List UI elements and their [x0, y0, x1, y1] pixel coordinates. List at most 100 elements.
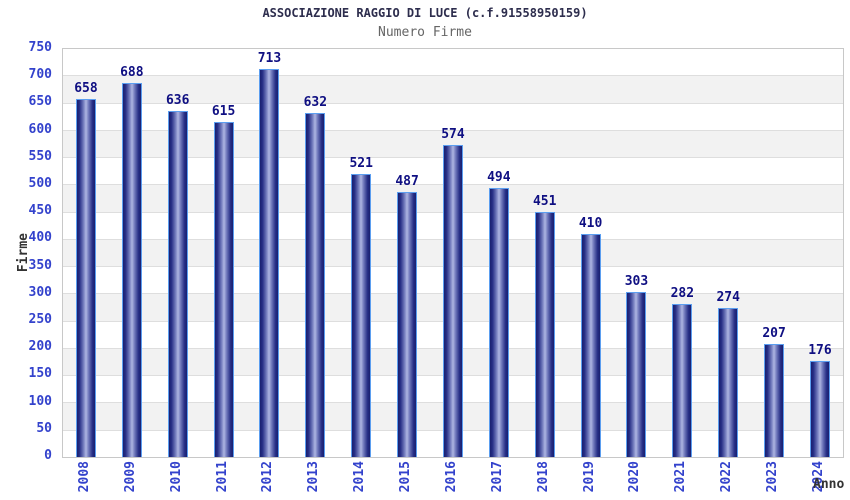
bar-slot: 494	[476, 49, 522, 457]
bar-value-label: 615	[211, 104, 236, 119]
x-tick-label: 2021	[673, 461, 689, 493]
bar-slot: 303	[614, 49, 660, 457]
bar-slot: 658	[63, 49, 109, 457]
bar-value-label: 688	[120, 65, 144, 80]
x-tick-label: 2017	[489, 461, 505, 493]
y-tick-label: 400	[28, 230, 52, 246]
bar-value-label: 207	[762, 326, 786, 341]
bars-layer: 658 688 636 615 713 632 521 487 574 494 451 410 303 2…	[63, 49, 843, 457]
y-tick-label: 250	[28, 312, 52, 327]
bar-value-label: 274	[716, 290, 740, 305]
bar-value-label: 636	[165, 93, 190, 108]
x-tick-slot: 2015	[383, 458, 429, 500]
y-tick-label: 100	[28, 393, 52, 409]
x-tick-label: 2012	[260, 461, 276, 493]
x-tick-slot: 2021	[658, 458, 704, 500]
y-tick-label: 150	[28, 366, 52, 382]
x-tick-slot: 2009	[108, 458, 154, 500]
grid-band	[63, 102, 843, 130]
x-tick-slot: 2020	[613, 458, 659, 500]
x-tick-slot: 2010	[154, 458, 200, 500]
bar-slot: 615	[201, 49, 247, 457]
bar-slot: 274	[705, 49, 751, 457]
bar-slot: 688	[109, 49, 155, 457]
bar-value-label: 410	[578, 216, 603, 231]
bar-slot: 636	[155, 49, 201, 457]
x-tick-label: 2022	[719, 461, 735, 493]
x-tick-label: 2018	[535, 461, 551, 493]
y-tick-label: 650	[28, 94, 52, 110]
bar-value-label: 494	[487, 170, 511, 185]
x-tick-label: 2014	[352, 461, 368, 493]
bar-slot: 282	[659, 49, 705, 457]
plot-area: 658 688 636 615 713 632 521 487 574 494 451 410 303 2…	[62, 48, 844, 458]
grid-band	[63, 49, 843, 76]
bar	[488, 188, 509, 457]
y-tick-label: 750	[28, 40, 52, 55]
bar-value-label: 303	[624, 274, 649, 289]
x-tick-slot: 2011	[200, 458, 246, 500]
bar	[809, 361, 830, 457]
bar-slot: 713	[247, 49, 293, 457]
y-tick-label: 550	[28, 148, 52, 164]
x-tick-slot: 2023	[750, 458, 796, 500]
grid-band	[63, 75, 843, 103]
bar	[75, 99, 96, 457]
bar-slot: 574	[430, 49, 476, 457]
y-tick-label: 50	[36, 420, 52, 436]
chart-title: ASSOCIAZIONE RAGGIO DI LUCE (c.f.9155895…	[262, 6, 588, 20]
x-tick-label: 2013	[306, 461, 322, 493]
y-tick-label: 200	[28, 339, 52, 355]
bar	[442, 145, 463, 457]
bar	[718, 308, 739, 457]
x-tick-label: 2010	[168, 461, 184, 493]
bar-slot: 487	[384, 49, 430, 457]
x-tick-label: 2011	[214, 461, 230, 493]
bar-slot: 207	[751, 49, 797, 457]
x-tick-label: 2016	[443, 461, 459, 493]
bar-slot: 521	[338, 49, 384, 457]
bar-slot: 410	[568, 49, 614, 457]
bar-slot: 176	[797, 49, 843, 457]
x-tick-label: 2009	[122, 461, 138, 493]
x-tick-label: 2020	[627, 461, 643, 493]
y-tick-label: 700	[28, 67, 52, 83]
bar-slot: 451	[522, 49, 568, 457]
bar	[764, 344, 785, 457]
bar	[167, 111, 188, 457]
bar-value-label: 632	[303, 95, 328, 110]
x-tick-slot: 2013	[291, 458, 337, 500]
y-tick-label: 350	[28, 257, 52, 273]
bar	[672, 304, 693, 457]
bar	[259, 69, 280, 457]
bar-value-label: 713	[257, 51, 282, 66]
x-tick-slot: 2018	[521, 458, 567, 500]
bar	[305, 113, 326, 457]
bar-value-label: 521	[349, 156, 373, 171]
x-tick-slot: 2014	[337, 458, 383, 500]
x-axis-title: Anno	[813, 477, 845, 492]
x-tick-slot: 2012	[246, 458, 292, 500]
bar-value-label: 176	[808, 343, 832, 358]
bar-value-label: 282	[670, 286, 695, 301]
x-tick-slot: 2022	[704, 458, 750, 500]
bar	[121, 83, 142, 457]
bar-value-label: 451	[532, 194, 557, 209]
x-tick-slot: 2019	[567, 458, 613, 500]
bar-slot: 632	[292, 49, 338, 457]
bar	[534, 212, 555, 457]
bar	[213, 122, 234, 457]
bar	[397, 192, 418, 457]
x-tick-slot: 2008	[62, 458, 108, 500]
bar	[580, 234, 601, 457]
y-tick-label: 450	[28, 203, 52, 219]
y-tick-label: 300	[28, 284, 52, 300]
bar-value-label: 658	[74, 81, 98, 96]
bar	[626, 292, 647, 457]
x-tick-label: 2008	[76, 461, 92, 493]
chart-subtitle: Numero Firme	[378, 25, 472, 40]
y-tick-label: 500	[28, 176, 52, 191]
x-axis-tick-labels: 2008 2009 2010 2011 2012 2013 2014 2015 2016 2017…	[62, 458, 842, 500]
x-tick-slot: 2016	[429, 458, 475, 500]
